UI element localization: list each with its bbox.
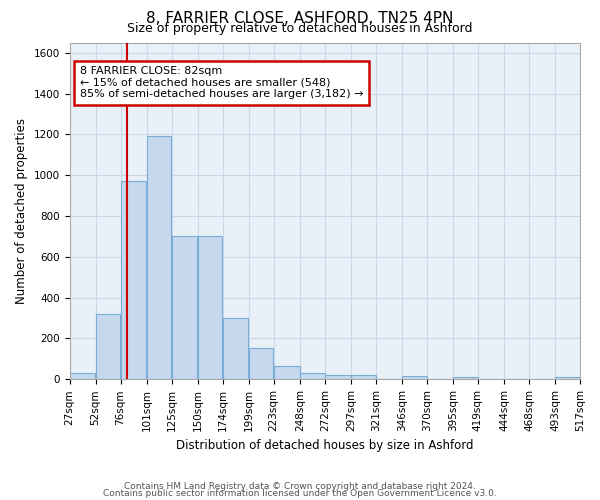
Bar	[96, 314, 121, 380]
Bar	[300, 373, 325, 380]
Text: 8, FARRIER CLOSE, ASHFORD, TN25 4PN: 8, FARRIER CLOSE, ASHFORD, TN25 4PN	[146, 11, 454, 26]
Y-axis label: Number of detached properties: Number of detached properties	[15, 118, 28, 304]
Bar	[249, 348, 274, 380]
Bar	[402, 376, 427, 380]
Text: 8 FARRIER CLOSE: 82sqm
← 15% of detached houses are smaller (548)
85% of semi-de: 8 FARRIER CLOSE: 82sqm ← 15% of detached…	[80, 66, 363, 100]
Text: Contains public sector information licensed under the Open Government Licence v3: Contains public sector information licen…	[103, 489, 497, 498]
X-axis label: Distribution of detached houses by size in Ashford: Distribution of detached houses by size …	[176, 440, 473, 452]
Bar	[172, 236, 197, 380]
Bar	[198, 236, 223, 380]
Bar	[453, 378, 478, 380]
Bar	[147, 136, 172, 380]
Bar	[223, 318, 248, 380]
Bar	[274, 366, 299, 380]
Text: Contains HM Land Registry data © Crown copyright and database right 2024.: Contains HM Land Registry data © Crown c…	[124, 482, 476, 491]
Text: Size of property relative to detached houses in Ashford: Size of property relative to detached ho…	[127, 22, 473, 35]
Bar	[121, 182, 146, 380]
Bar	[325, 375, 350, 380]
Bar	[555, 378, 580, 380]
Bar	[70, 373, 95, 380]
Bar	[351, 375, 376, 380]
